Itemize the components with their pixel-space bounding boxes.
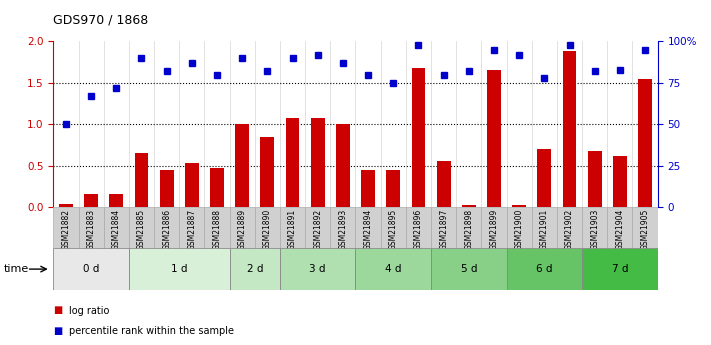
Bar <box>160 170 173 207</box>
Bar <box>361 170 375 207</box>
Text: 3 d: 3 d <box>309 264 326 274</box>
Bar <box>134 153 149 207</box>
Text: GSM21898: GSM21898 <box>464 209 474 250</box>
Text: 7 d: 7 d <box>611 264 628 274</box>
Bar <box>129 248 230 290</box>
Text: GSM21889: GSM21889 <box>237 209 247 250</box>
Bar <box>412 68 425 207</box>
Bar <box>356 207 380 248</box>
Bar <box>260 137 274 207</box>
Bar <box>532 207 557 248</box>
Bar <box>386 170 400 207</box>
Bar <box>230 207 255 248</box>
Bar <box>613 156 627 207</box>
Bar <box>331 207 356 248</box>
Bar <box>506 248 582 290</box>
Text: 4 d: 4 d <box>385 264 402 274</box>
Bar <box>59 204 73 207</box>
Bar <box>84 194 98 207</box>
Text: 6 d: 6 d <box>536 264 552 274</box>
Bar <box>431 248 506 290</box>
Bar <box>462 205 476 207</box>
Bar <box>437 161 451 207</box>
Text: GSM21894: GSM21894 <box>363 209 373 250</box>
Text: percentile rank within the sample: percentile rank within the sample <box>69 326 234 336</box>
Text: GSM21883: GSM21883 <box>87 209 95 250</box>
Text: 0 d: 0 d <box>83 264 100 274</box>
Bar <box>557 207 582 248</box>
Text: 2 d: 2 d <box>247 264 263 274</box>
Text: GSM21904: GSM21904 <box>616 209 624 250</box>
Bar <box>356 248 431 290</box>
Bar <box>154 207 179 248</box>
Bar <box>588 151 602 207</box>
Text: 1 d: 1 d <box>171 264 188 274</box>
Bar <box>633 207 658 248</box>
Bar <box>255 207 280 248</box>
Bar <box>129 207 154 248</box>
Bar <box>185 163 199 207</box>
Bar <box>280 207 305 248</box>
Text: GSM21895: GSM21895 <box>389 209 397 250</box>
Bar <box>210 168 224 207</box>
Text: GSM21901: GSM21901 <box>540 209 549 250</box>
Bar <box>78 207 104 248</box>
Text: GSM21890: GSM21890 <box>263 209 272 250</box>
Text: GSM21900: GSM21900 <box>515 209 524 250</box>
Bar <box>607 207 633 248</box>
Bar <box>53 248 129 290</box>
Bar <box>582 207 607 248</box>
Bar <box>311 118 325 207</box>
Bar <box>481 207 506 248</box>
Text: GSM21899: GSM21899 <box>489 209 498 250</box>
Bar <box>235 124 249 207</box>
Bar <box>406 207 431 248</box>
Text: GSM21887: GSM21887 <box>187 209 196 250</box>
Bar <box>280 248 356 290</box>
Text: ■: ■ <box>53 326 63 336</box>
Text: GSM21905: GSM21905 <box>641 209 650 250</box>
Bar <box>431 207 456 248</box>
Bar <box>109 194 123 207</box>
Text: log ratio: log ratio <box>69 306 109 315</box>
Bar <box>456 207 481 248</box>
Text: 5 d: 5 d <box>461 264 477 274</box>
Bar <box>286 118 299 207</box>
Bar <box>53 207 78 248</box>
Text: GSM21882: GSM21882 <box>61 209 70 250</box>
Bar <box>487 70 501 207</box>
Bar <box>179 207 205 248</box>
Bar <box>336 124 350 207</box>
Bar <box>380 207 406 248</box>
Text: GSM21893: GSM21893 <box>338 209 348 250</box>
Text: GSM21885: GSM21885 <box>137 209 146 250</box>
Bar <box>305 207 331 248</box>
Text: GSM21896: GSM21896 <box>414 209 423 250</box>
Text: time: time <box>4 264 29 274</box>
Text: GSM21902: GSM21902 <box>565 209 574 250</box>
Bar <box>538 149 551 207</box>
Bar <box>562 51 577 207</box>
Text: ■: ■ <box>53 306 63 315</box>
Text: GDS970 / 1868: GDS970 / 1868 <box>53 14 149 27</box>
Text: GSM21897: GSM21897 <box>439 209 448 250</box>
Bar <box>512 205 526 207</box>
Bar <box>104 207 129 248</box>
Text: GSM21892: GSM21892 <box>314 209 322 250</box>
Bar <box>230 248 280 290</box>
Text: GSM21884: GSM21884 <box>112 209 121 250</box>
Text: GSM21886: GSM21886 <box>162 209 171 250</box>
Text: GSM21903: GSM21903 <box>590 209 599 250</box>
Text: GSM21891: GSM21891 <box>288 209 297 250</box>
Bar <box>638 79 652 207</box>
Bar <box>582 248 658 290</box>
Text: GSM21888: GSM21888 <box>213 209 222 250</box>
Bar <box>205 207 230 248</box>
Bar <box>506 207 532 248</box>
